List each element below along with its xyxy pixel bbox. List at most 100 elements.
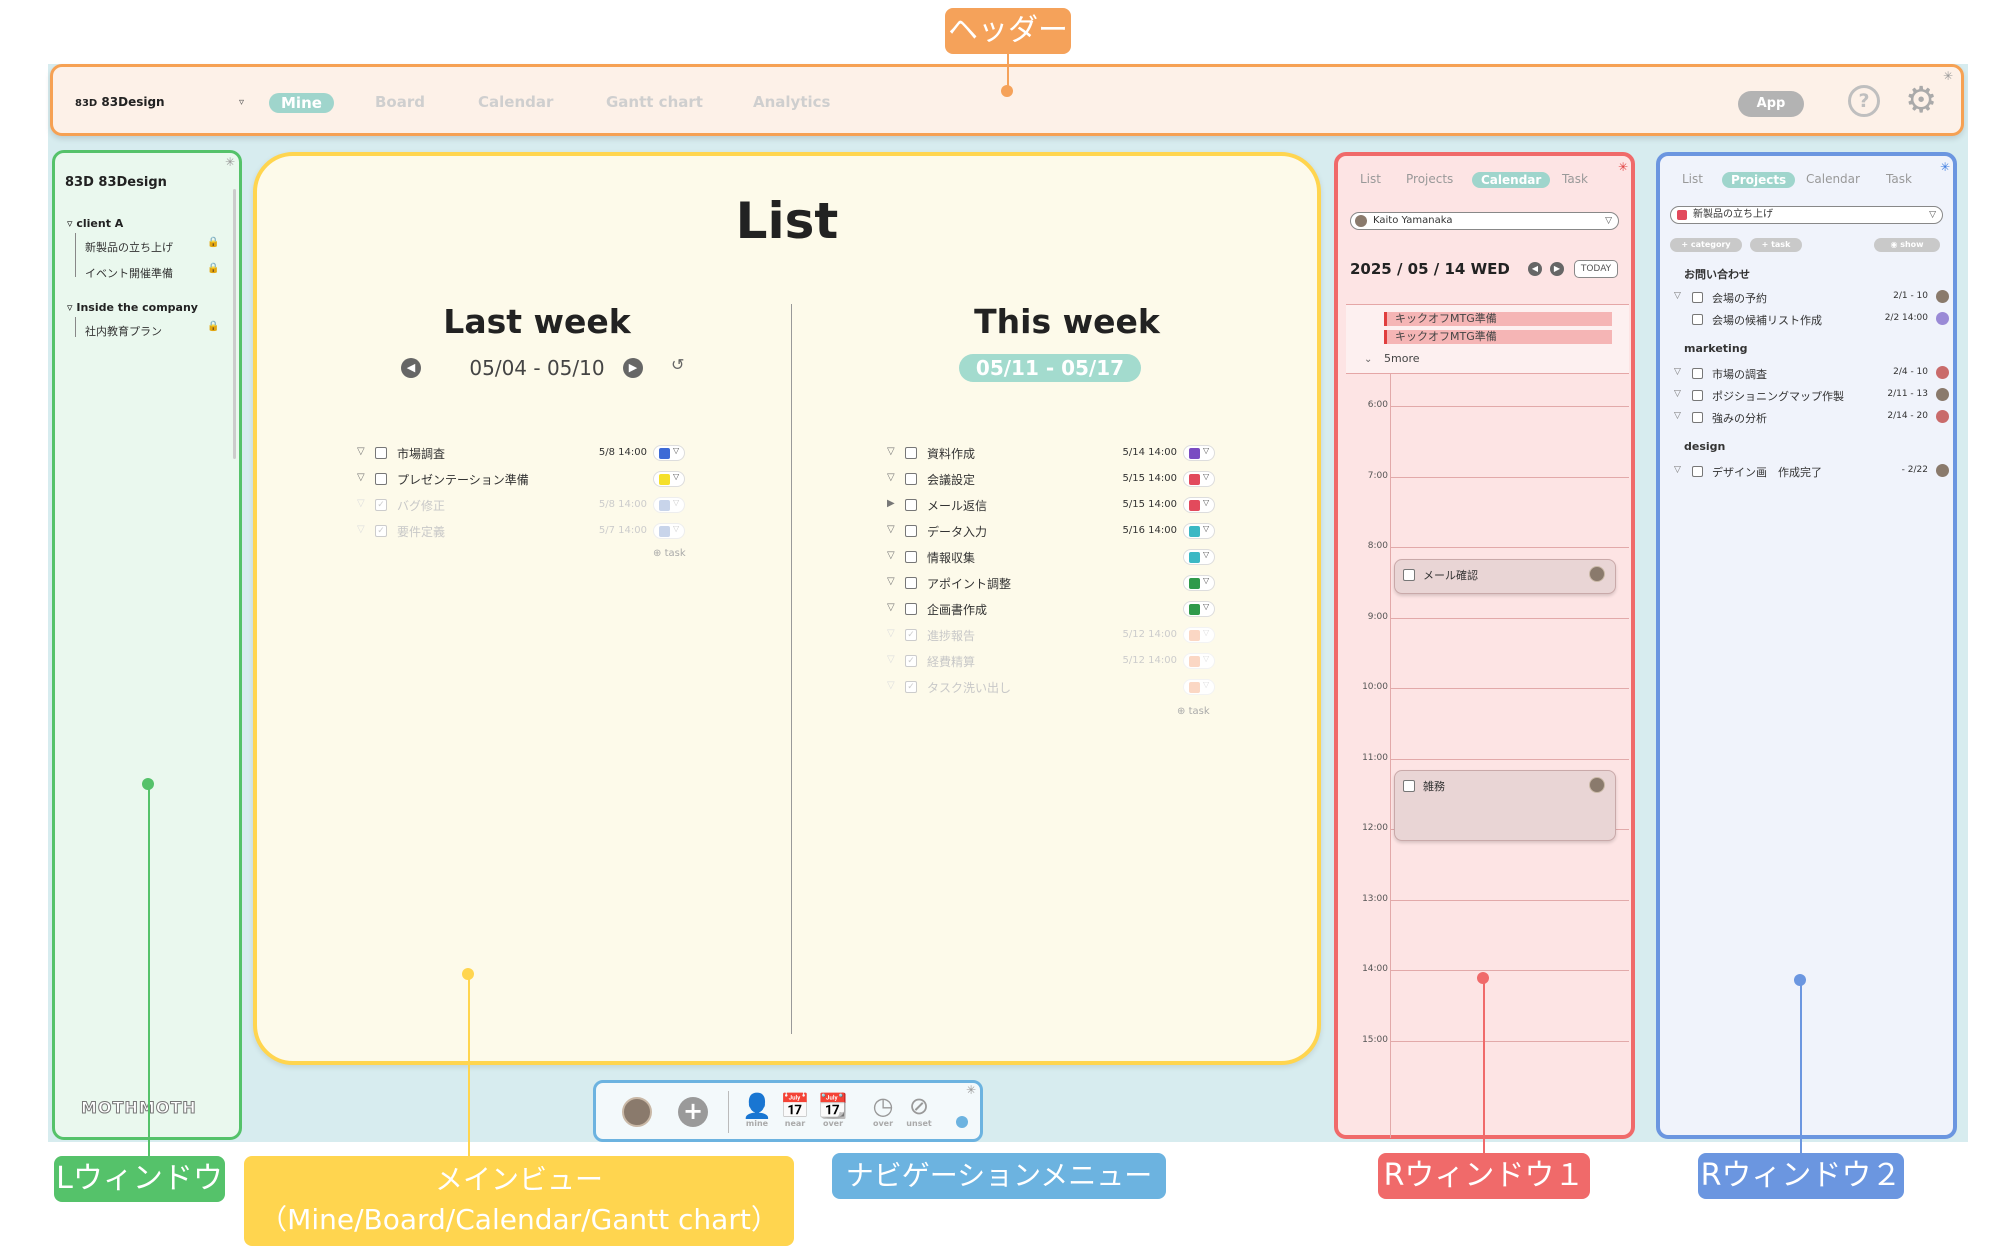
nav-mine-button[interactable]: 👤 mine	[740, 1093, 774, 1129]
expand-icon[interactable]: ▽	[1674, 367, 1681, 377]
task-row[interactable]: ▽ ✓ タスク洗い出し ▽	[887, 678, 1227, 700]
category-header[interactable]: お問い合わせ	[1684, 268, 1750, 281]
color-picker[interactable]: ▽	[1183, 471, 1215, 487]
task-checkbox[interactable]	[905, 551, 917, 563]
all-day-event[interactable]: キックオフMTG準備	[1384, 330, 1612, 344]
task-checkbox[interactable]	[1692, 412, 1703, 423]
task-row[interactable]: ▽ ✓ 要件定義 5/7 14:00 ▽	[357, 522, 697, 544]
color-picker[interactable]: ▽	[1183, 549, 1215, 565]
next-day-icon[interactable]: ▶	[1550, 262, 1564, 276]
expand-icon[interactable]: ▽	[887, 654, 895, 665]
project-task-row[interactable]: ▽ デザイン画 作成完了 - 2/22	[1674, 464, 1950, 482]
color-picker[interactable]: ▽	[653, 445, 685, 461]
color-picker[interactable]: ▽	[1183, 445, 1215, 461]
event-checkbox[interactable]	[1403, 780, 1415, 792]
project-task-row[interactable]: 会場の候補リスト作成 2/2 14:00	[1692, 312, 1950, 330]
task-row[interactable]: ▶ メール返信 5/15 14:00 ▽	[887, 496, 1227, 518]
task-checkbox-checked[interactable]: ✓	[905, 629, 917, 641]
color-picker[interactable]: ▽	[1183, 523, 1215, 539]
group-client-a[interactable]: ▿ client A	[67, 217, 124, 230]
task-row[interactable]: ▽ 資料作成 5/14 14:00 ▽	[887, 444, 1227, 466]
task-row[interactable]: ▽ 市場調査 5/8 14:00 ▽	[357, 444, 697, 466]
task-checkbox[interactable]	[905, 447, 917, 459]
expand-icon[interactable]: ▽	[887, 524, 895, 535]
nav-near-button[interactable]: 📅 near	[778, 1093, 812, 1129]
show-toggle[interactable]: ◉ show	[1874, 238, 1940, 252]
color-picker[interactable]: ▽	[653, 471, 685, 487]
next-week-icon[interactable]: ▶	[623, 358, 643, 378]
tab-analytics[interactable]: Analytics	[753, 93, 831, 111]
today-button[interactable]: TODAY	[1574, 260, 1618, 278]
task-checkbox[interactable]	[905, 603, 917, 615]
task-row[interactable]: ▽ 情報収集 ▽	[887, 548, 1227, 570]
task-checkbox[interactable]	[375, 473, 387, 485]
event-checkbox[interactable]	[1403, 569, 1415, 581]
calendar-event[interactable]: 雑務	[1394, 770, 1616, 841]
expand-icon[interactable]: ▶	[887, 498, 895, 509]
task-row[interactable]: ▽ アポイント調整 ▽	[887, 574, 1227, 596]
tab-board[interactable]: Board	[375, 93, 425, 111]
expand-icon[interactable]: ▽	[357, 446, 365, 457]
expand-icon[interactable]: ▽	[887, 550, 895, 561]
task-checkbox[interactable]	[905, 473, 917, 485]
prev-day-icon[interactable]: ◀	[1528, 262, 1542, 276]
expand-icon[interactable]: ▽	[1674, 465, 1681, 475]
task-checkbox[interactable]	[905, 525, 917, 537]
tab-calendar[interactable]: Calendar	[1472, 172, 1551, 188]
color-picker[interactable]: ▽	[653, 523, 685, 539]
category-header[interactable]: marketing	[1684, 342, 1748, 355]
project-task-row[interactable]: ▽ 会場の予約 2/1 - 10	[1674, 290, 1950, 308]
scrollbar[interactable]	[233, 189, 236, 459]
task-checkbox[interactable]	[1692, 390, 1703, 401]
app-button[interactable]: App	[1738, 91, 1804, 117]
project-select[interactable]: 新製品の立ち上げ ▽	[1670, 206, 1943, 224]
task-checkbox[interactable]	[1692, 368, 1703, 379]
tab-list[interactable]: List	[1360, 172, 1381, 186]
color-picker[interactable]: ▽	[1183, 627, 1215, 643]
all-day-event[interactable]: キックオフMTG準備	[1384, 312, 1612, 326]
task-checkbox-checked[interactable]: ✓	[905, 655, 917, 667]
project-item[interactable]: 新製品の立ち上げ	[85, 241, 173, 254]
color-picker[interactable]: ▽	[1183, 601, 1215, 617]
task-checkbox[interactable]	[905, 577, 917, 589]
nav-clock-over-button[interactable]: ◷ over	[866, 1093, 900, 1129]
user-select[interactable]: Kaito Yamanaka ▽	[1350, 212, 1619, 230]
calendar-event[interactable]: メール確認	[1394, 559, 1616, 594]
project-task-row[interactable]: ▽ ポジショニングマップ作製 2/11 - 13	[1674, 388, 1950, 406]
project-item[interactable]: イベント開催準備	[85, 267, 173, 280]
tab-projects[interactable]: Projects	[1722, 172, 1796, 188]
expand-icon[interactable]: ▽	[887, 446, 895, 457]
tab-task[interactable]: Task	[1562, 172, 1588, 186]
expand-icon[interactable]: ▽	[887, 628, 895, 639]
expand-more-icon[interactable]: ⌄	[1364, 354, 1373, 365]
task-checkbox[interactable]	[375, 447, 387, 459]
expand-icon[interactable]: ▽	[1674, 291, 1681, 301]
add-icon[interactable]: +	[678, 1097, 708, 1127]
workspace-dropdown-icon[interactable]: ▿	[239, 97, 245, 108]
color-picker[interactable]: ▽	[653, 497, 685, 513]
prev-week-icon[interactable]: ◀	[401, 358, 421, 378]
tab-task[interactable]: Task	[1886, 172, 1912, 186]
gear-icon[interactable]: ⚙	[1905, 80, 1938, 121]
expand-icon[interactable]: ▽	[887, 472, 895, 483]
project-task-row[interactable]: ▽ 市場の調査 2/4 - 10	[1674, 366, 1950, 384]
task-row[interactable]: ▽ データ入力 5/16 14:00 ▽	[887, 522, 1227, 544]
nav-unset-button[interactable]: ⊘ unset	[902, 1093, 936, 1129]
task-row[interactable]: ▽ ✓ 経費精算 5/12 14:00 ▽	[887, 652, 1227, 674]
tab-calendar[interactable]: Calendar	[478, 93, 554, 111]
tab-projects[interactable]: Projects	[1406, 172, 1454, 186]
color-picker[interactable]: ▽	[1183, 679, 1215, 695]
task-row[interactable]: ▽ ✓ 進捗報告 5/12 14:00 ▽	[887, 626, 1227, 648]
more-events-link[interactable]: 5more	[1384, 352, 1420, 365]
reset-icon[interactable]: ↺	[671, 355, 685, 374]
avatar[interactable]	[622, 1097, 652, 1127]
workspace-logo[interactable]: 83D 83Design	[75, 95, 165, 109]
color-picker[interactable]: ▽	[1183, 575, 1215, 591]
task-checkbox[interactable]	[1692, 292, 1703, 303]
task-checkbox[interactable]	[905, 499, 917, 511]
task-row[interactable]: ▽ 企画書作成 ▽	[887, 600, 1227, 622]
task-checkbox[interactable]	[1692, 466, 1703, 477]
expand-icon[interactable]: ▽	[1674, 389, 1681, 399]
add-task-button[interactable]: + task	[1750, 238, 1802, 252]
tab-gantt-chart[interactable]: Gantt chart	[606, 93, 703, 111]
